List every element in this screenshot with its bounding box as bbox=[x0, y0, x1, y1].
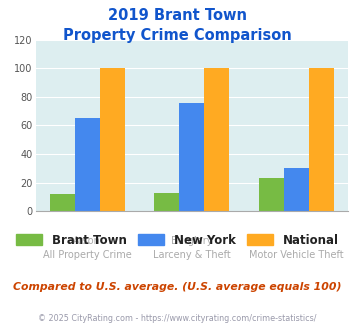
Text: © 2025 CityRating.com - https://www.cityrating.com/crime-statistics/: © 2025 CityRating.com - https://www.city… bbox=[38, 314, 317, 323]
Text: 2019 Brant Town: 2019 Brant Town bbox=[108, 8, 247, 23]
Bar bbox=[258, 178, 284, 211]
Bar bbox=[154, 193, 179, 211]
Bar bbox=[308, 68, 334, 211]
Legend: Brant Town, New York, National: Brant Town, New York, National bbox=[11, 229, 344, 251]
Text: Compared to U.S. average. (U.S. average equals 100): Compared to U.S. average. (U.S. average … bbox=[13, 282, 342, 292]
Bar bbox=[284, 168, 308, 211]
Text: Burglary: Burglary bbox=[171, 236, 212, 246]
Bar bbox=[100, 68, 125, 211]
Text: Larceny & Theft: Larceny & Theft bbox=[153, 250, 231, 260]
Bar bbox=[179, 103, 204, 211]
Text: Property Crime Comparison: Property Crime Comparison bbox=[63, 28, 292, 43]
Bar bbox=[50, 194, 75, 211]
Text: All Property Crime: All Property Crime bbox=[43, 250, 132, 260]
Text: Motor Vehicle Theft: Motor Vehicle Theft bbox=[249, 250, 343, 260]
Bar bbox=[75, 118, 100, 211]
Text: Arson: Arson bbox=[73, 236, 101, 246]
Bar bbox=[204, 68, 229, 211]
